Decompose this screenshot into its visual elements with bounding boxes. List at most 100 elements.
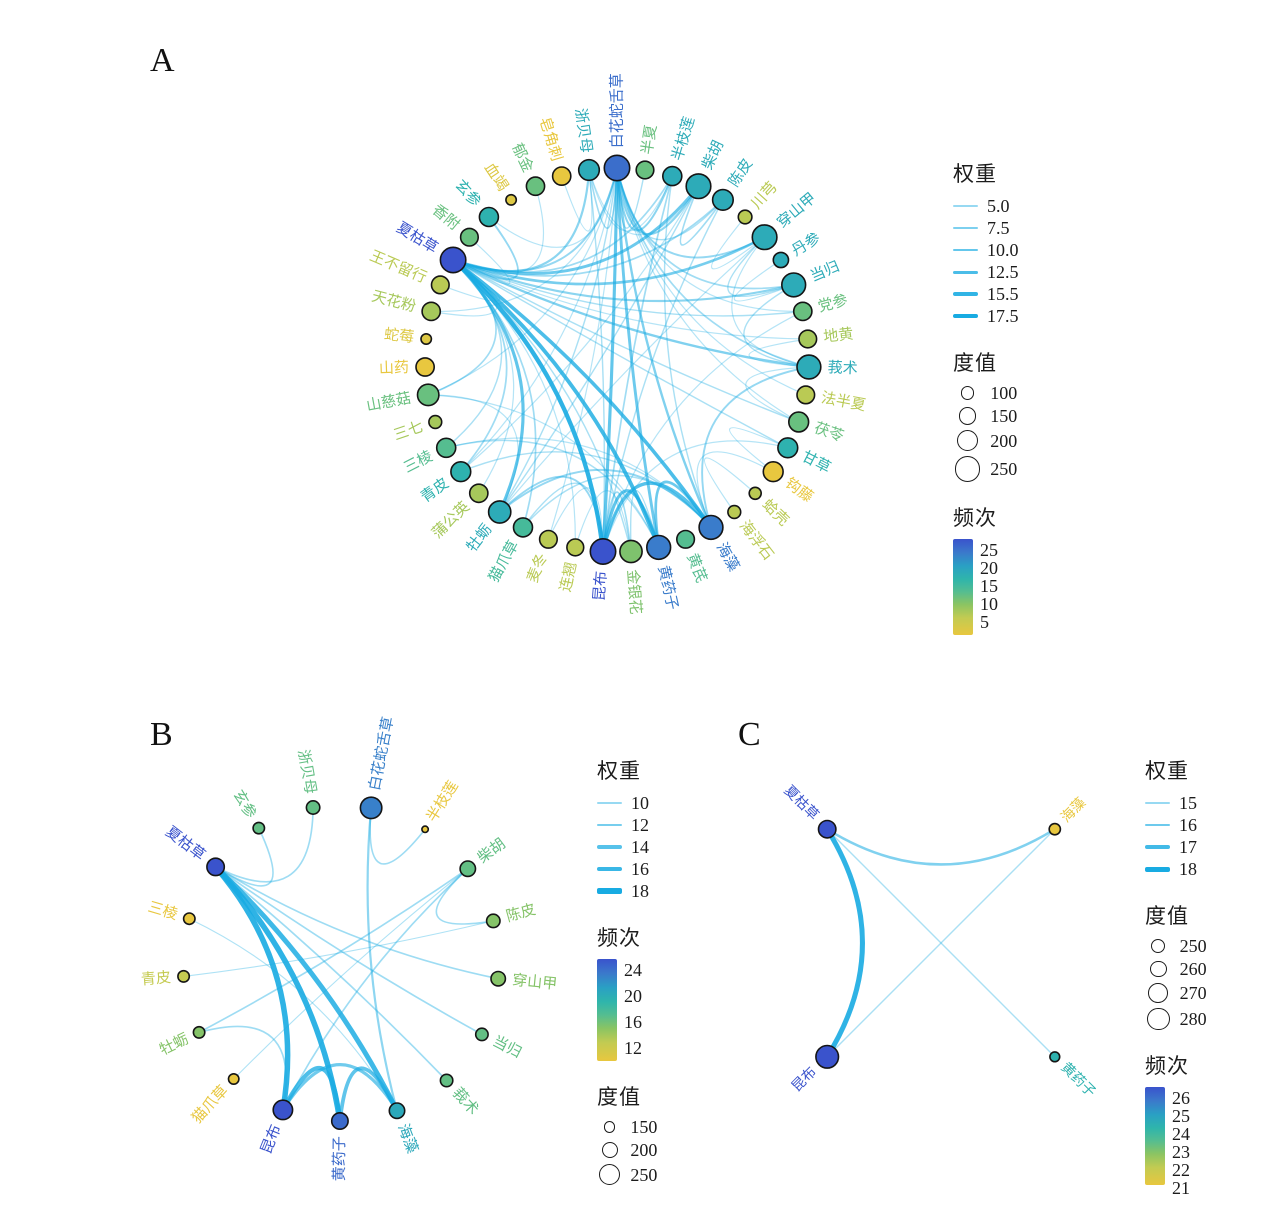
frequency-tick-label: 22	[1172, 1160, 1190, 1181]
network-edge	[561, 169, 593, 232]
degree-circle-wrap	[597, 1121, 622, 1133]
network-edge	[499, 236, 766, 513]
weight-legend-item: 17.5	[953, 305, 1019, 327]
degree-circle-wrap	[953, 407, 982, 425]
network-edge	[498, 468, 712, 529]
weight-legend-section: 权重 15 16 17 18	[1145, 755, 1207, 880]
node-label: 穿山甲	[511, 971, 558, 993]
weight-legend-item: 12.5	[953, 261, 1019, 283]
network-node	[551, 166, 572, 187]
network-edge	[601, 166, 619, 554]
network-edge	[233, 868, 469, 1080]
frequency-colorbar-wrap: 26 25 24 23 22 21	[1145, 1087, 1207, 1197]
network-node	[182, 912, 196, 926]
network-edge	[663, 175, 712, 529]
degree-circle-wrap	[1145, 1007, 1172, 1031]
network-node	[815, 1044, 840, 1069]
weight-legend-title: 权重	[1145, 759, 1189, 783]
weight-line-sample	[953, 227, 978, 229]
weight-tick-label: 17	[1179, 837, 1197, 857]
network-edge	[679, 185, 724, 246]
degree-circle-sample	[958, 407, 977, 425]
network-edge	[452, 259, 576, 548]
degree-legend-item: 250	[1145, 937, 1207, 955]
degree-tick-label: 260	[1179, 959, 1207, 979]
network-node	[1049, 1051, 1061, 1063]
network-edge	[183, 920, 494, 977]
node-label: 牡蛎	[463, 520, 496, 555]
network-edge	[731, 236, 810, 368]
node-label: 夏枯草	[393, 218, 441, 257]
network-node	[485, 913, 501, 929]
edges-layer	[183, 806, 500, 1124]
node-label: 天花粉	[370, 287, 418, 316]
network-edge	[616, 167, 800, 423]
network-edge	[282, 867, 469, 1111]
weight-line-sample	[953, 248, 978, 252]
weight-line-sample	[953, 313, 978, 319]
weight-line-sample	[953, 270, 978, 274]
weight-line-sample	[953, 205, 978, 207]
network-edge	[701, 366, 810, 529]
node-label: 金银花	[624, 569, 645, 615]
node-label: 昆布	[590, 570, 610, 601]
node-label: 浙贝母	[294, 748, 320, 795]
network-edge	[616, 167, 724, 241]
degree-tick-label: 250	[1179, 936, 1207, 956]
weight-line-sample	[953, 292, 978, 296]
degree-tick-label: 200	[630, 1140, 658, 1160]
frequency-tick-label: 24	[624, 960, 642, 980]
network-node	[305, 799, 321, 815]
weight-legend-item: 17	[1145, 836, 1207, 858]
panel-b-legend: 权重 10 12 14 16 18 频次 24 20 16 12 度值 150 200 250	[597, 755, 657, 1205]
nodes-layer	[415, 154, 822, 565]
network-edge	[498, 185, 700, 513]
network-node	[227, 1073, 240, 1086]
network-node	[751, 224, 778, 251]
network-node	[792, 301, 813, 322]
node-label: 黄芪	[683, 551, 711, 585]
node-label: 牡蛎	[157, 1029, 192, 1058]
network-node	[420, 332, 433, 345]
weight-tick-label: 14	[631, 837, 649, 857]
network-edge	[198, 867, 469, 1034]
frequency-tick-label: 26	[1172, 1088, 1190, 1109]
network-edge	[451, 258, 661, 550]
network-edge	[498, 167, 618, 513]
network-node	[272, 1099, 294, 1121]
network-edge	[602, 199, 724, 553]
network-node	[421, 301, 442, 322]
node-label: 柴胡	[698, 137, 727, 172]
node-label: 青皮	[417, 474, 452, 506]
degree-tick-label: 200	[990, 430, 1018, 451]
network-edge	[547, 487, 604, 553]
weight-tick-label: 10.0	[987, 240, 1019, 260]
weight-legend-item: 7.5	[953, 217, 1019, 239]
weight-line-sample	[1145, 823, 1170, 827]
degree-legend-section: 度值 150 200 250	[597, 1081, 658, 1186]
network-node	[748, 486, 763, 501]
network-node	[468, 483, 489, 504]
network-edge	[727, 236, 795, 298]
network-edge	[601, 481, 713, 554]
weight-line-sample	[597, 866, 622, 872]
network-edge	[602, 440, 789, 553]
weight-legend-title: 权重	[953, 162, 997, 186]
frequency-tick-label: 12	[624, 1038, 642, 1058]
network-edge	[460, 451, 712, 529]
weight-legend-item: 14	[597, 836, 657, 858]
weight-tick-label: 15.5	[987, 284, 1019, 304]
degree-circle-sample	[960, 386, 975, 400]
weight-legend-item: 18	[1145, 858, 1207, 880]
network-edge	[451, 258, 525, 514]
node-label: 海藻	[394, 1121, 421, 1155]
network-edge	[452, 259, 800, 423]
node-label: 蛤壳	[759, 495, 793, 529]
network-node	[435, 437, 457, 459]
network-edge	[826, 828, 1056, 1058]
network-node	[798, 329, 818, 349]
degree-tick-label: 280	[1179, 1008, 1207, 1029]
weight-line-sample	[597, 823, 622, 827]
network-edge	[616, 167, 807, 396]
